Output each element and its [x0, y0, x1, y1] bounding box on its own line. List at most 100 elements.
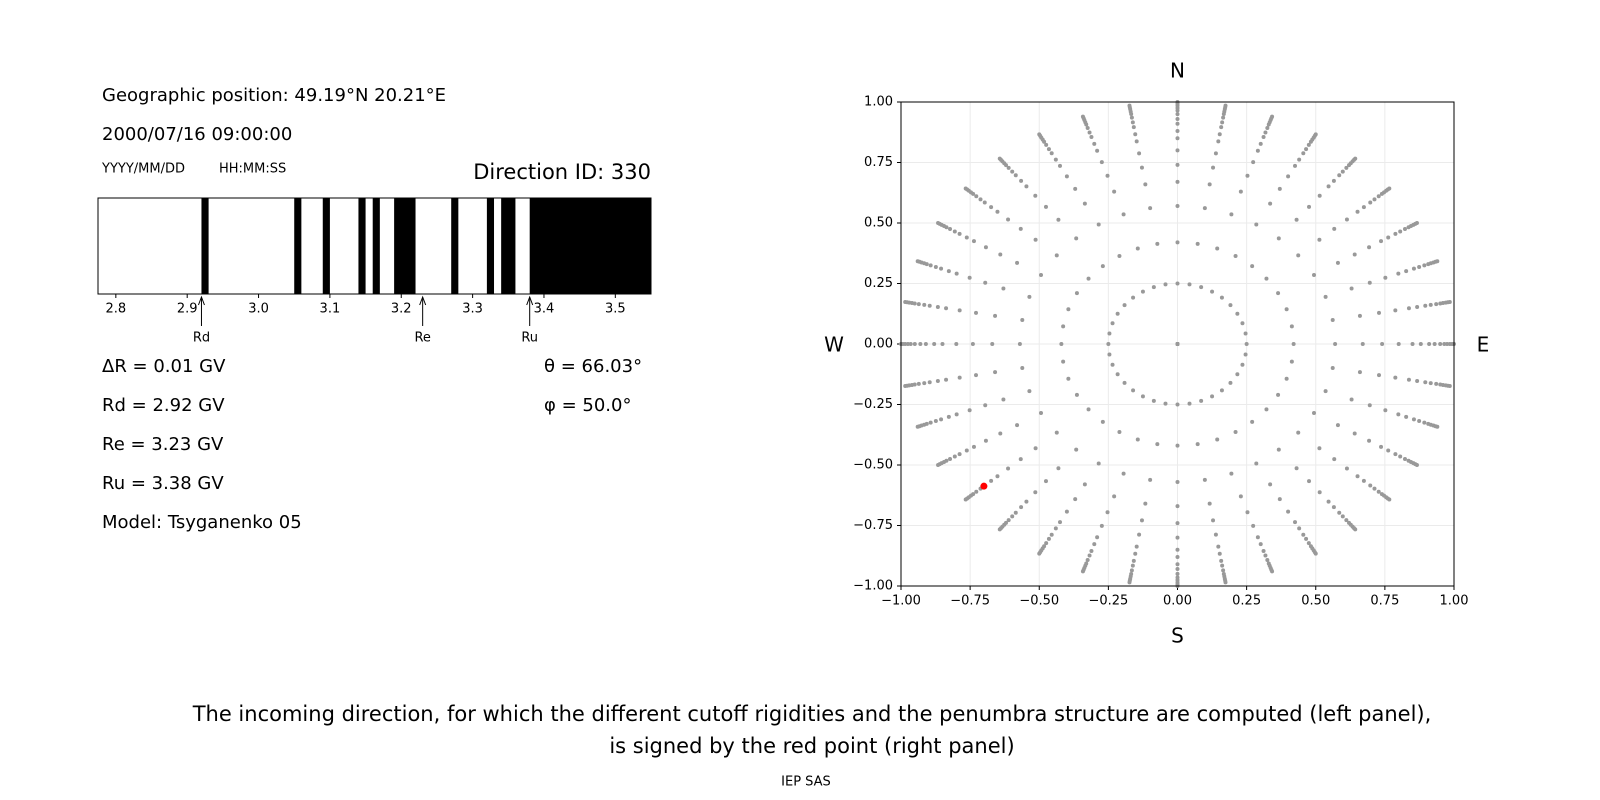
direction-point [1240, 362, 1245, 367]
direction-point [1368, 200, 1373, 205]
direction-point [1175, 281, 1180, 286]
direction-point [1360, 342, 1365, 346]
direction-point [1398, 454, 1403, 459]
header-line: 2000/07/16 09:00:00 [102, 124, 292, 145]
direction-point [932, 342, 937, 346]
direction-point [1255, 148, 1260, 153]
direction-point [1265, 558, 1270, 563]
direction-point [1235, 311, 1240, 316]
x-tick-label: 0.75 [1370, 594, 1399, 609]
direction-point [1131, 295, 1136, 300]
direction-point [1380, 342, 1385, 346]
direction-point [1396, 271, 1401, 276]
direction-point [1066, 307, 1071, 312]
direction-point [944, 306, 949, 311]
direction-point [1061, 359, 1066, 364]
direction-point [1143, 501, 1148, 506]
direction-point [1117, 430, 1122, 435]
direction-point [1059, 342, 1064, 346]
direction-point [1129, 568, 1134, 573]
marker-label: Rd [193, 331, 210, 346]
direction-point [1074, 236, 1079, 241]
direction-point [905, 342, 910, 346]
direction-point [1013, 510, 1018, 515]
direction-point [915, 259, 920, 264]
direction-point [927, 303, 932, 308]
direction-point [927, 380, 932, 385]
direction-point [915, 424, 920, 429]
direction-point [983, 245, 988, 250]
direction-point [1175, 479, 1180, 484]
direction-point [974, 194, 979, 199]
direction-point [1447, 384, 1452, 389]
direction-point [922, 381, 927, 386]
direction-point [1064, 174, 1069, 179]
direction-point [1130, 563, 1135, 568]
direction-point [1175, 402, 1180, 407]
direction-point [1053, 157, 1058, 162]
direction-point [1353, 527, 1358, 532]
direction-point [935, 305, 940, 310]
direction-point [1096, 222, 1101, 227]
direction-point [1263, 130, 1268, 135]
direction-point [1284, 307, 1289, 312]
direction-point [1033, 237, 1038, 242]
y-tick-label: 0.50 [864, 216, 893, 231]
direction-point [1264, 407, 1269, 412]
direction-point [1210, 289, 1215, 294]
direction-point [1033, 446, 1038, 451]
direction-point [1130, 120, 1135, 125]
direction-point [928, 263, 933, 268]
direction-point [1258, 141, 1263, 146]
direction-point [954, 412, 959, 417]
direction-point [908, 342, 913, 346]
direction-point [1415, 378, 1420, 383]
direction-point [957, 452, 962, 457]
direction-point [1107, 352, 1112, 357]
direction-point [1387, 497, 1392, 502]
direction-point [1432, 342, 1437, 346]
direction-point [1270, 569, 1275, 574]
direction-point [954, 342, 959, 346]
direction-point [1039, 410, 1044, 415]
direction-point [1127, 103, 1132, 108]
direction-point [964, 235, 969, 240]
direction-point [1175, 535, 1180, 540]
direction-point [946, 414, 951, 419]
y-tick-label: 0.00 [864, 337, 893, 352]
direction-point [1396, 412, 1401, 417]
direction-point [1313, 132, 1318, 137]
direction-point [1415, 305, 1420, 310]
x-tick-label: 0.50 [1301, 594, 1330, 609]
direction-point [1054, 430, 1059, 435]
direction-point [1086, 276, 1091, 281]
direction-point [939, 266, 944, 271]
direction-point [1199, 285, 1204, 290]
direction-point [1235, 372, 1240, 377]
direction-point [1323, 389, 1328, 394]
direction-point [1061, 324, 1066, 329]
direction-point [1175, 571, 1180, 576]
direction-point [1199, 398, 1204, 403]
direction-point [1221, 115, 1226, 120]
direction-point [1151, 285, 1156, 290]
direction-point [1085, 125, 1090, 130]
direction-point [1377, 373, 1382, 378]
direction-point [1175, 179, 1180, 184]
direction-point [1207, 182, 1212, 187]
direction-point [971, 239, 976, 244]
marker-label: Re [414, 331, 430, 346]
direction-point [1245, 510, 1250, 515]
direction-point [1284, 376, 1289, 381]
direction-point [1244, 342, 1249, 346]
direction-point [1044, 142, 1049, 147]
direction-point [982, 200, 987, 205]
direction-point [1311, 273, 1316, 278]
direction-point [1344, 165, 1349, 170]
direction-point [1096, 461, 1101, 466]
direction-point [1095, 148, 1100, 153]
direction-point [1175, 121, 1180, 126]
angle-line: φ = 50.0° [544, 395, 631, 416]
direction-point [1276, 236, 1281, 241]
direction-point [1379, 444, 1384, 449]
